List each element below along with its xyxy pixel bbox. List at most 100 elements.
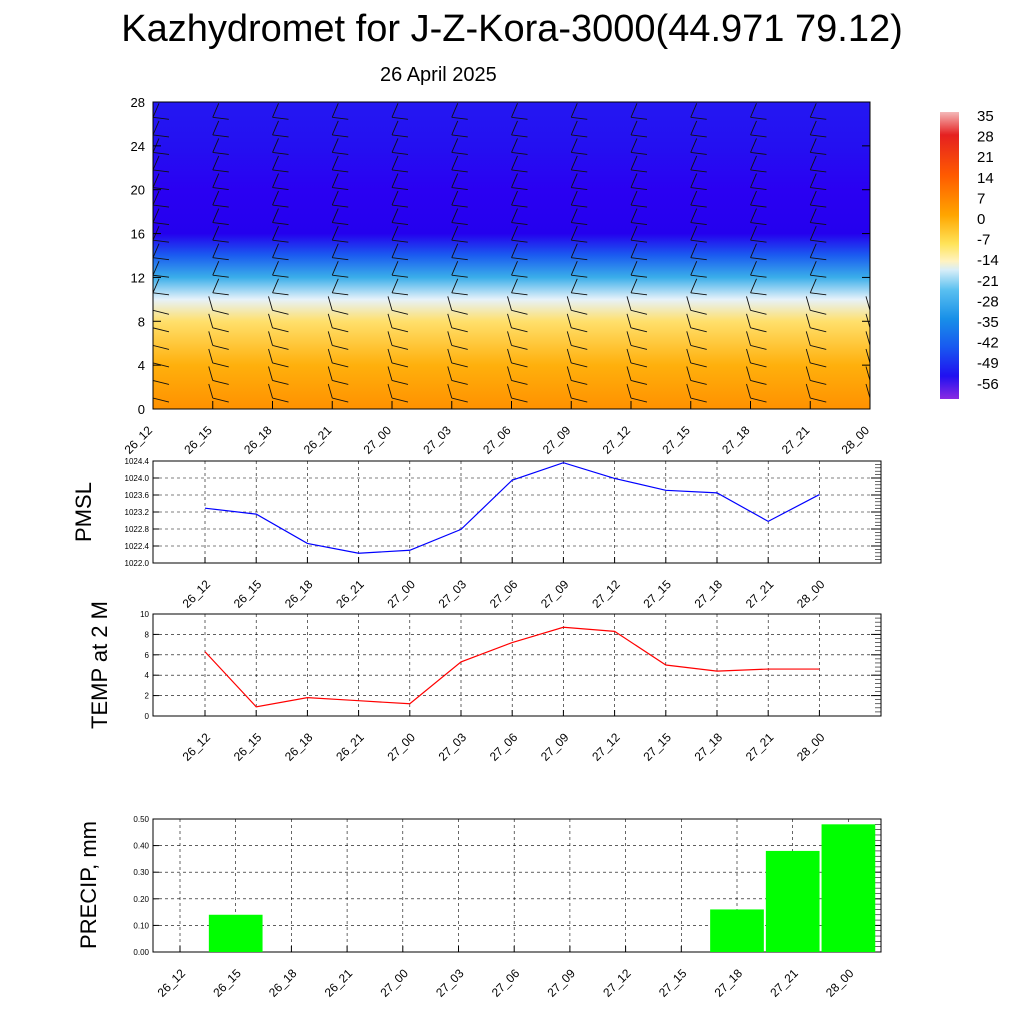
wind-barb-flag [571, 169, 588, 173]
wind-barb [750, 120, 757, 136]
wind-barb [208, 383, 214, 399]
wind-barb [511, 278, 518, 293]
wind-barb-flag [511, 344, 528, 350]
wind-barb [750, 225, 757, 241]
wind-barb-flag [153, 134, 170, 138]
x-tick-label: 27_12 [600, 423, 634, 457]
wind-barb [153, 208, 160, 223]
x-tick-label: 27_18 [692, 730, 726, 764]
wind-barb-flag [153, 169, 170, 173]
wind-barb-flag [212, 397, 229, 403]
wind-barb [153, 261, 160, 276]
wind-barb [451, 173, 459, 188]
wind-barb [865, 383, 870, 399]
wind-barb-flag [571, 239, 588, 243]
wind-barb-flag [810, 380, 827, 385]
wind-barb [391, 190, 399, 206]
wind-barb-flag [451, 274, 468, 278]
wind-barb [746, 383, 751, 399]
wind-barb-flag [630, 239, 648, 243]
x-tick-label: 27_06 [489, 966, 523, 1000]
wind-barb [387, 331, 393, 346]
wind-barb [630, 138, 638, 153]
y-tick-label: 24 [131, 139, 145, 154]
wind-barb-flag [630, 344, 648, 350]
colorbar-label: 14 [977, 170, 994, 187]
wind-barb-flag [810, 187, 827, 190]
wind-barb [153, 173, 160, 188]
wind-barb-flag [332, 362, 349, 368]
wind-barb-flag [153, 274, 170, 278]
y-tick-label: 20 [131, 183, 145, 198]
wind-barb [869, 274, 870, 276]
wind-barb [331, 190, 339, 206]
wind-barb-flag [391, 344, 409, 350]
wind-barb [153, 308, 154, 311]
wind-barb [268, 296, 273, 311]
wind-barb-flag [332, 344, 349, 350]
colorbar-label: -42 [977, 335, 999, 352]
colorbar-label: -28 [977, 293, 999, 310]
wind-barb-flag [690, 134, 707, 138]
wind-barb-flag [153, 239, 170, 243]
wind-barb [208, 366, 214, 381]
wind-barb-flag [690, 274, 707, 278]
wind-barb [630, 190, 638, 206]
wind-barb-flag [272, 151, 289, 155]
wind-barb-flag [810, 204, 827, 208]
wind-barb-flag [750, 134, 767, 138]
wind-barb [327, 366, 333, 381]
wind-barb-flag [212, 187, 229, 190]
wind-barb [511, 225, 518, 241]
wind-barb-flag [571, 134, 588, 138]
wind-barb-flag [869, 117, 870, 118]
wind-barb-flag [451, 344, 468, 350]
wind-barb [746, 313, 751, 328]
wind-barb-flag [212, 134, 229, 138]
wind-barb-flag [511, 116, 528, 120]
wind-barb [208, 331, 214, 346]
wind-barb-flag [272, 344, 289, 350]
wind-barb [208, 296, 214, 311]
wind-barb-flag [391, 274, 409, 278]
wind-barb [869, 239, 870, 241]
wind-barb-flag [750, 204, 767, 208]
wind-barb-flag [272, 116, 289, 120]
wind-barb-flag [810, 362, 827, 368]
wind-barb [327, 348, 333, 364]
wind-barb-flag [391, 151, 409, 155]
wind-barb-flag [869, 152, 870, 153]
wind-barb-flag [630, 187, 648, 190]
y-tick-label: 1024.0 [125, 474, 150, 483]
wind-barb [805, 366, 811, 381]
wind-barb-flag [391, 380, 409, 385]
wind-barb [750, 278, 757, 293]
wind-barb-flag [750, 362, 767, 368]
wind-barb-flag [571, 380, 588, 385]
wind-barb-flag [810, 309, 827, 315]
wind-barb-flag [272, 292, 289, 296]
wind-barb [626, 366, 632, 381]
wind-barb [331, 243, 339, 258]
wind-barb-flag [571, 362, 588, 368]
wind-barb-flag [810, 239, 827, 243]
x-tick-label: 27_09 [540, 423, 574, 457]
wind-barb [686, 366, 692, 381]
wind-barb [809, 208, 817, 223]
y-tick-label: 0.50 [133, 815, 149, 824]
y-tick-label: 0.40 [133, 842, 149, 851]
x-tick-label: 26_15 [181, 423, 215, 457]
wind-barb-flag [630, 134, 648, 138]
wind-barb-flag [153, 327, 170, 333]
x-tick-label: 27_15 [659, 423, 693, 457]
wind-barb [331, 278, 339, 293]
wind-barb [865, 296, 870, 311]
wind-barb [331, 225, 339, 241]
wind-barb-flag [571, 309, 588, 315]
wind-barb [570, 155, 578, 171]
wind-barb-flag [451, 309, 468, 315]
y-tick-label: 1022.0 [125, 559, 150, 568]
wind-barb-flag [272, 187, 289, 190]
wind-barb [630, 208, 638, 223]
wind-barb [869, 291, 870, 293]
